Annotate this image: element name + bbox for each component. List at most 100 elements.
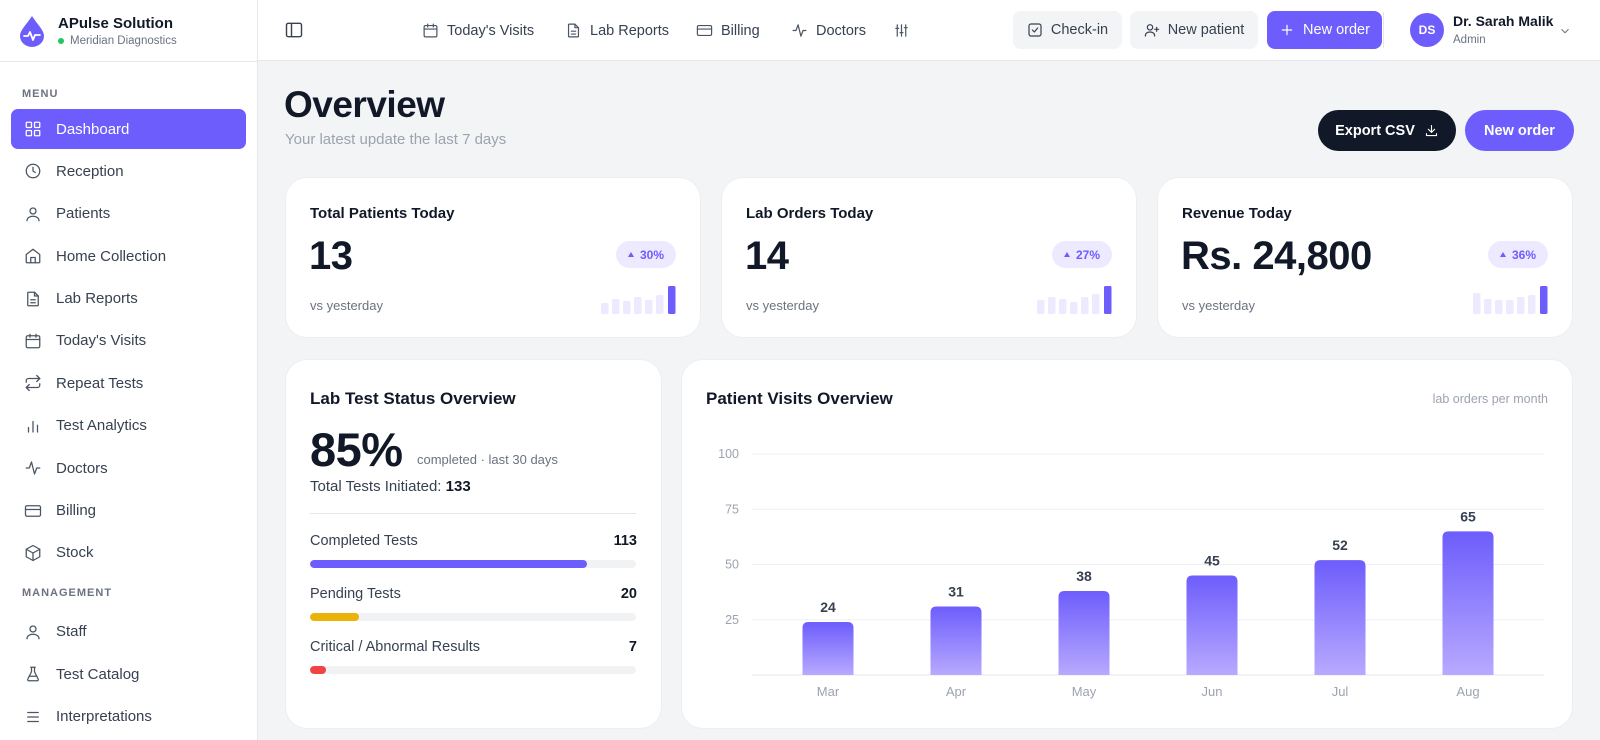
bar bbox=[1058, 591, 1110, 675]
brand-subtitle-text: Meridian Diagnostics bbox=[70, 34, 177, 47]
stat-footer: vs yesterday bbox=[1182, 298, 1255, 313]
bar bbox=[930, 606, 982, 675]
grid-icon bbox=[24, 120, 42, 138]
stat-title: Lab Orders Today bbox=[746, 205, 874, 222]
progress-fill-critical bbox=[310, 666, 327, 674]
stat-value: 13 bbox=[309, 234, 353, 278]
sidebar-item-label: Billing bbox=[56, 502, 97, 520]
data-label: 31 bbox=[948, 583, 964, 599]
sliders-icon[interactable] bbox=[893, 0, 910, 61]
sidebar-item-doctors[interactable]: Doctors bbox=[11, 448, 246, 488]
stat-card-patients: Total Patients Today 13 30% vs yesterday bbox=[285, 177, 701, 338]
user-plus-icon bbox=[1144, 24, 1159, 37]
stat-title: Total Patients Today bbox=[310, 205, 455, 222]
sidebar-toggle-icon[interactable] bbox=[284, 20, 304, 40]
progress-value: 20 bbox=[620, 586, 637, 602]
clock-icon bbox=[24, 162, 42, 180]
topnav-label: Lab Reports bbox=[590, 22, 669, 39]
avatar[interactable]: DS bbox=[1410, 13, 1444, 47]
sidebar-item-label: Repeat Tests bbox=[56, 374, 144, 392]
menu-section-label: MENU bbox=[22, 88, 59, 100]
change-value: 30% bbox=[639, 247, 664, 262]
completion-percent: 85% bbox=[310, 423, 403, 476]
stat-title: Revenue Today bbox=[1182, 205, 1292, 222]
sidebar-item-stock[interactable]: Stock bbox=[11, 533, 246, 573]
progress-track bbox=[310, 666, 636, 674]
x-tick-label: May bbox=[1072, 684, 1097, 699]
bar bbox=[1314, 560, 1366, 675]
stat-card-lab-orders: Lab Orders Today 14 27% vs yesterday bbox=[721, 177, 1137, 338]
topnav-label: Doctors bbox=[816, 22, 866, 39]
sidebar-item-repeat-tests[interactable]: Repeat Tests bbox=[11, 363, 246, 403]
calendar-icon bbox=[24, 332, 42, 350]
lab-status-title: Lab Test Status Overview bbox=[310, 389, 516, 408]
sidebar-item-label: Test Analytics bbox=[56, 417, 147, 435]
lab-status-card: Lab Test Status Overview 85% completed ·… bbox=[285, 359, 662, 729]
divider bbox=[310, 513, 636, 514]
topnav-billing[interactable]: Billing bbox=[696, 0, 760, 61]
total-tests: Total Tests Initiated: 133 bbox=[310, 478, 471, 495]
sidebar-item-staff[interactable]: Staff bbox=[11, 612, 246, 652]
sidebar-item-interpretations[interactable]: Interpretations bbox=[11, 697, 246, 737]
data-label: 38 bbox=[1076, 568, 1092, 584]
export-csv-label: Export CSV bbox=[1335, 122, 1415, 139]
stat-value: Rs. 24,800 bbox=[1181, 234, 1372, 278]
file-icon bbox=[24, 290, 42, 308]
sidebar-item-test-catalog[interactable]: Test Catalog bbox=[11, 654, 246, 694]
stat-card-revenue: Revenue Today Rs. 24,800 36% vs yesterda… bbox=[1157, 177, 1573, 338]
sidebar-item-patients[interactable]: Patients bbox=[11, 194, 246, 234]
change-value: 27% bbox=[1075, 247, 1100, 262]
topnav-lab-reports[interactable]: Lab Reports bbox=[565, 0, 669, 61]
data-label: 65 bbox=[1460, 508, 1476, 524]
plus-icon bbox=[1281, 24, 1293, 36]
y-tick-label: 50 bbox=[725, 558, 739, 572]
trend-up-icon bbox=[627, 252, 634, 257]
change-badge: 27% bbox=[1051, 241, 1112, 268]
bar bbox=[1442, 531, 1494, 675]
sidebar-item-home-collection[interactable]: Home Collection bbox=[11, 236, 246, 276]
sidebar-item-reception[interactable]: Reception bbox=[11, 151, 246, 191]
sidebar-item-test-analytics[interactable]: Test Analytics bbox=[11, 406, 246, 446]
sparkline-chart bbox=[1037, 286, 1112, 314]
patient-visits-card: Patient Visits Overview lab orders per m… bbox=[681, 359, 1573, 729]
chevron-down-icon[interactable] bbox=[1558, 24, 1572, 38]
brand[interactable]: APulse Solution Meridian Diagnostics bbox=[0, 0, 257, 62]
data-label: 45 bbox=[1204, 553, 1220, 569]
topnav-todays-visits[interactable]: Today's Visits bbox=[422, 0, 534, 61]
check-square-icon bbox=[1028, 23, 1042, 37]
user-icon bbox=[24, 205, 42, 223]
topnav-doctors[interactable]: Doctors bbox=[791, 0, 866, 61]
x-tick-label: Aug bbox=[1456, 684, 1479, 699]
topbar-new-order-button[interactable]: New order bbox=[1267, 11, 1382, 49]
new-patient-button[interactable]: New patient bbox=[1130, 11, 1258, 49]
logo-icon bbox=[20, 15, 44, 47]
user-icon bbox=[24, 623, 42, 641]
sidebar-item-label: Test Catalog bbox=[56, 665, 140, 683]
sidebar-item-dashboard[interactable]: Dashboard bbox=[11, 109, 246, 149]
management-section-label: MANAGEMENT bbox=[22, 586, 113, 599]
topnav-label: Billing bbox=[721, 22, 760, 39]
user-name[interactable]: Dr. Sarah Malik bbox=[1453, 13, 1554, 29]
sidebar-item-todays-visits[interactable]: Today's Visits bbox=[11, 321, 246, 361]
sidebar-item-label: Stock bbox=[56, 544, 94, 562]
stat-footer: vs yesterday bbox=[310, 298, 383, 313]
progress-label: Pending Tests bbox=[310, 586, 401, 602]
export-csv-button[interactable]: Export CSV bbox=[1318, 110, 1456, 151]
progress-fill-pending bbox=[310, 613, 359, 621]
x-tick-label: Jun bbox=[1202, 684, 1223, 699]
bar-chart-icon bbox=[24, 417, 42, 435]
progress-value: 7 bbox=[628, 639, 637, 655]
sidebar-item-lab-reports[interactable]: Lab Reports bbox=[11, 279, 246, 319]
check-in-button[interactable]: Check-in bbox=[1013, 11, 1122, 49]
box-icon bbox=[24, 544, 42, 562]
sidebar-item-label: Today's Visits bbox=[56, 332, 147, 350]
bar bbox=[1186, 575, 1238, 675]
y-tick-label: 25 bbox=[725, 613, 739, 627]
sidebar-item-billing[interactable]: Billing bbox=[11, 491, 246, 531]
sidebar-item-label: Lab Reports bbox=[56, 290, 138, 308]
home-icon bbox=[24, 247, 42, 265]
change-badge: 30% bbox=[615, 241, 676, 268]
new-order-button[interactable]: New order bbox=[1465, 110, 1574, 151]
total-tests-label: Total Tests Initiated: bbox=[310, 478, 442, 495]
calendar-icon bbox=[423, 23, 438, 38]
